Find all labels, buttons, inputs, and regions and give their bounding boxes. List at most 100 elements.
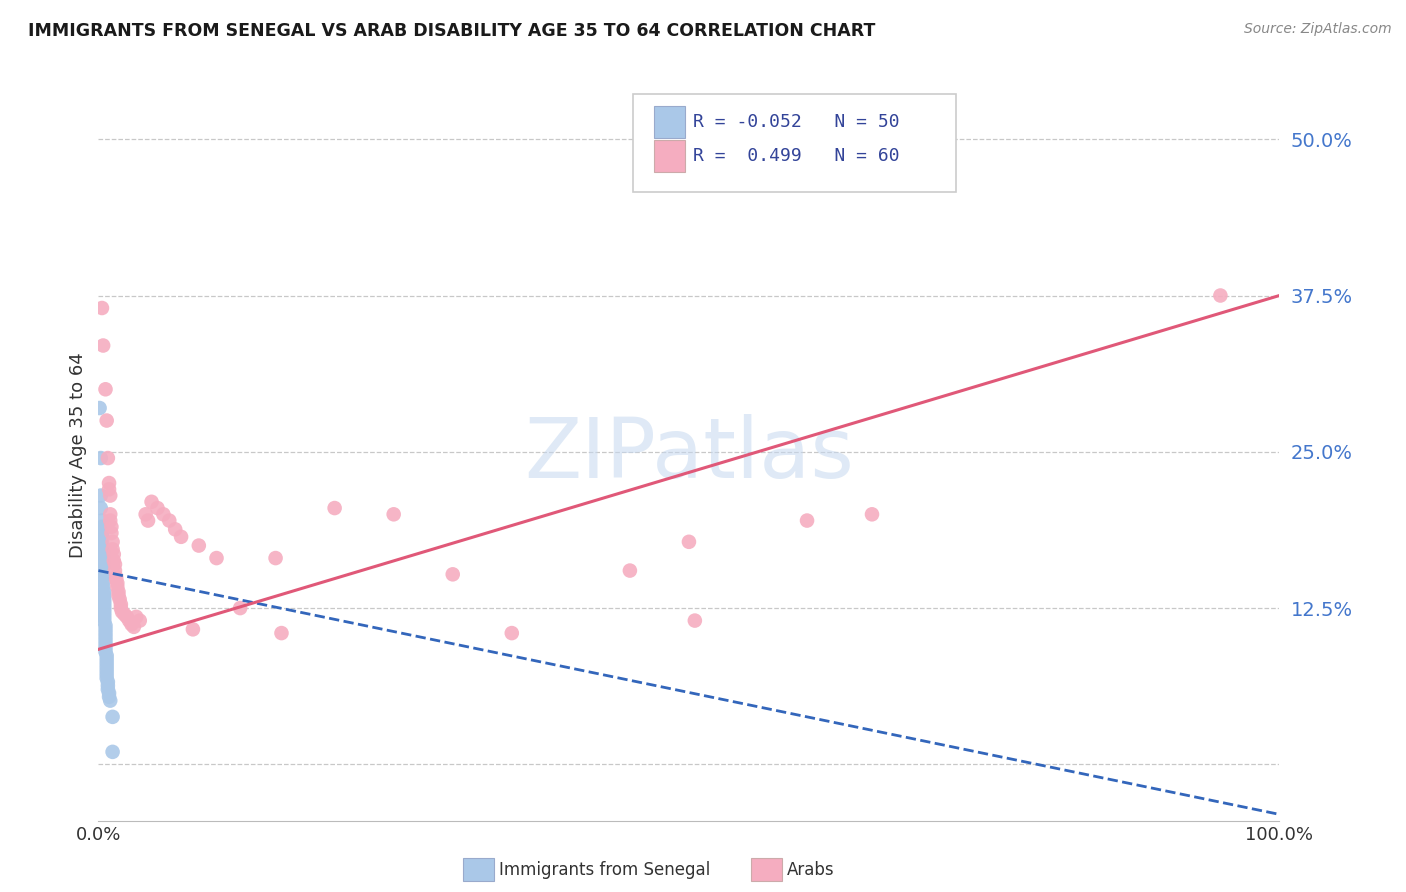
Point xyxy=(91,526,114,541)
Point xyxy=(96,413,118,427)
Point xyxy=(91,520,114,534)
Point xyxy=(101,745,124,759)
Point xyxy=(101,710,124,724)
Text: ZIPatlas: ZIPatlas xyxy=(524,415,853,495)
Point xyxy=(93,615,115,629)
Point xyxy=(93,607,115,622)
Point xyxy=(96,656,118,670)
Point xyxy=(94,633,117,648)
Point xyxy=(678,534,700,549)
Text: Arabs: Arabs xyxy=(787,861,835,879)
Point xyxy=(165,522,187,536)
Point xyxy=(94,645,117,659)
Point xyxy=(105,576,128,591)
Point xyxy=(205,551,228,566)
Point xyxy=(141,495,163,509)
Point xyxy=(157,514,180,528)
Point xyxy=(270,626,292,640)
Point xyxy=(108,592,131,607)
Point xyxy=(860,508,883,522)
Point xyxy=(91,549,114,564)
Point xyxy=(96,648,118,663)
Point xyxy=(93,589,115,603)
Text: Source: ZipAtlas.com: Source: ZipAtlas.com xyxy=(1244,22,1392,37)
Point xyxy=(1209,288,1232,302)
Point xyxy=(115,610,138,624)
Point xyxy=(90,451,112,466)
Point xyxy=(97,451,120,466)
Point xyxy=(110,601,132,615)
Point xyxy=(91,565,114,579)
Point xyxy=(121,617,143,632)
Point xyxy=(105,572,128,586)
Point xyxy=(103,553,125,567)
Point xyxy=(619,564,641,578)
Point xyxy=(96,660,118,674)
Point xyxy=(91,338,114,352)
Point xyxy=(91,545,114,559)
Point xyxy=(94,641,117,656)
Text: R = -0.052   N = 50: R = -0.052 N = 50 xyxy=(693,113,900,131)
Point xyxy=(101,534,124,549)
Point xyxy=(91,580,114,594)
Point xyxy=(91,574,114,589)
Point xyxy=(91,540,114,554)
Point xyxy=(91,530,114,544)
Point xyxy=(100,520,122,534)
Point xyxy=(94,630,117,644)
Point xyxy=(441,567,464,582)
Point xyxy=(104,558,127,572)
Text: Immigrants from Senegal: Immigrants from Senegal xyxy=(499,861,710,879)
Point xyxy=(90,501,112,516)
Point xyxy=(94,618,117,632)
Point xyxy=(914,132,936,146)
Point xyxy=(101,542,124,557)
Point xyxy=(91,301,114,315)
Point xyxy=(796,514,818,528)
Point xyxy=(100,526,122,541)
Point xyxy=(103,547,125,561)
Point xyxy=(683,614,706,628)
Point xyxy=(98,476,121,491)
Point xyxy=(118,614,141,628)
Point xyxy=(98,514,121,528)
Point xyxy=(323,501,346,516)
Point xyxy=(96,664,118,678)
Y-axis label: Disability Age 35 to 64: Disability Age 35 to 64 xyxy=(69,352,87,558)
Point xyxy=(97,679,120,693)
Point xyxy=(93,604,115,618)
Point xyxy=(98,489,121,503)
Point xyxy=(105,580,128,594)
Point xyxy=(97,674,120,689)
Point xyxy=(229,601,252,615)
Point xyxy=(94,382,117,396)
Point xyxy=(93,611,115,625)
Point xyxy=(135,508,157,522)
Point xyxy=(98,690,121,704)
Point xyxy=(96,671,118,685)
Point xyxy=(382,508,405,522)
Point xyxy=(152,508,174,522)
Point xyxy=(98,483,121,497)
Point xyxy=(98,686,121,700)
Point xyxy=(93,592,115,607)
Point xyxy=(98,508,121,522)
Point xyxy=(91,514,114,528)
Point xyxy=(91,555,114,569)
Point xyxy=(98,693,121,707)
Point xyxy=(181,623,204,637)
Point xyxy=(105,570,128,584)
Point xyxy=(170,530,193,544)
Point xyxy=(94,623,117,637)
Point xyxy=(91,534,114,549)
Point xyxy=(264,551,287,566)
Point xyxy=(110,598,132,612)
Text: IMMIGRANTS FROM SENEGAL VS ARAB DISABILITY AGE 35 TO 64 CORRELATION CHART: IMMIGRANTS FROM SENEGAL VS ARAB DISABILI… xyxy=(28,22,876,40)
Point xyxy=(128,614,150,628)
Point xyxy=(125,610,148,624)
Point xyxy=(111,605,134,619)
Point xyxy=(91,559,114,574)
Point xyxy=(94,637,117,651)
Point xyxy=(94,626,117,640)
Point xyxy=(187,539,209,553)
